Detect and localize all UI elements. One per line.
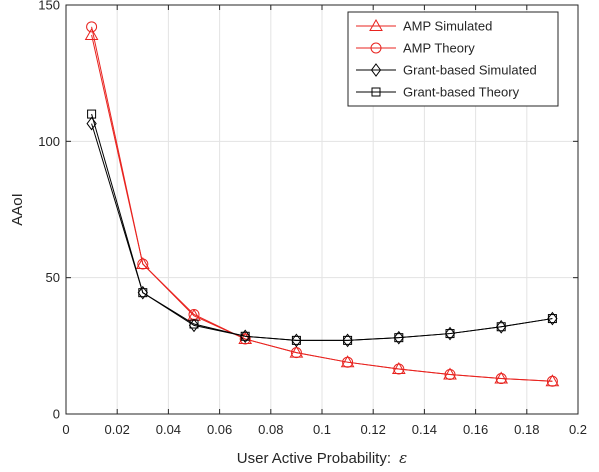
- legend-label: Grant-based Theory: [403, 85, 520, 100]
- plot-area-border: [65, 4, 579, 415]
- data-point-circle: [342, 356, 354, 368]
- data-point-circle: [393, 363, 405, 375]
- data-point-circle: [86, 21, 98, 33]
- data-point-square: [189, 319, 199, 329]
- x-tick-label: 0.04: [156, 422, 181, 437]
- y-tick-label: 0: [53, 407, 60, 422]
- data-point-diamond: [496, 319, 507, 334]
- series-line: [91, 26, 553, 382]
- series-layer: [84, 21, 560, 387]
- series-amp-theory: [86, 21, 558, 387]
- legend-entry: Grant-based Simulated: [356, 63, 537, 78]
- data-point-square: [445, 329, 455, 339]
- data-point-circle: [444, 368, 456, 380]
- data-point-diamond: [188, 318, 200, 333]
- legend-entry: AMP Theory: [356, 41, 475, 56]
- series-line: [91, 113, 553, 341]
- data-point-square: [394, 333, 404, 343]
- x-axis-ticks: 0 0.02 0.04 0.06 0.08 0.1 0.12 0.14 0.16 0.18 0.2: [62, 5, 587, 437]
- data-point-square: [240, 331, 250, 341]
- x-tick-label: 0.06: [207, 422, 232, 437]
- x-tick-label: 0.18: [514, 422, 539, 437]
- legend-marker-diamond: [370, 63, 382, 77]
- data-point-diamond: [342, 333, 353, 348]
- x-tick-label: 0.2: [569, 422, 587, 437]
- x-tick-label: 0.08: [258, 422, 283, 437]
- y-axis-label: AAoI: [9, 193, 26, 226]
- legend-entry: AMP Simulated: [356, 19, 492, 34]
- x-axis-label-symbol: ε: [399, 449, 407, 467]
- data-point-circle: [137, 258, 149, 270]
- legend-label: AMP Theory: [403, 41, 475, 56]
- x-tick-label: 0.14: [412, 422, 437, 437]
- data-point-circle: [495, 373, 507, 385]
- data-point-square: [547, 314, 557, 324]
- x-tick-label: 0.12: [361, 422, 386, 437]
- y-axis-ticks: 0 50 100 150: [38, 0, 578, 422]
- data-point-diamond: [291, 333, 302, 348]
- y-tick-label: 50: [46, 270, 60, 285]
- data-point-circle: [290, 347, 302, 359]
- x-tick-label: 0.1: [313, 422, 331, 437]
- data-point-diamond: [393, 330, 404, 345]
- x-axis-label-text: User Active Probability:: [237, 450, 391, 467]
- data-point-square: [343, 335, 353, 345]
- data-point-circle: [239, 333, 251, 345]
- data-point-diamond: [444, 326, 456, 341]
- x-axis-label: User Active Probability: ε: [237, 449, 407, 467]
- data-point-circle: [546, 375, 558, 387]
- data-point-diamond: [240, 329, 251, 344]
- legend-entry: Grant-based Theory: [356, 85, 520, 100]
- y-tick-label: 100: [38, 134, 60, 149]
- x-tick-label: 0: [62, 422, 69, 437]
- legend-label: Grant-based Simulated: [403, 63, 537, 78]
- series-grant-based-theory: [87, 109, 557, 345]
- data-point-square: [138, 288, 148, 298]
- legend: AMP Simulated AMP Theory Grant-based Simul…: [347, 11, 559, 107]
- data-point-diamond: [86, 116, 97, 131]
- data-point-square: [496, 322, 506, 332]
- data-point-triangle: [84, 27, 99, 40]
- y-tick-label: 150: [38, 0, 60, 13]
- legend-marker-square: [371, 87, 381, 97]
- legend-marker-triangle: [369, 18, 383, 31]
- data-point-diamond: [547, 311, 558, 326]
- legend-label: AMP Simulated: [403, 19, 492, 34]
- x-tick-label: 0.16: [463, 422, 488, 437]
- legend-marker-circle: [370, 42, 382, 54]
- x-tick-label: 0.02: [105, 422, 130, 437]
- data-point-square: [291, 335, 301, 345]
- legend-box: [347, 11, 559, 107]
- data-point-square: [87, 109, 97, 119]
- data-point-diamond: [137, 285, 148, 300]
